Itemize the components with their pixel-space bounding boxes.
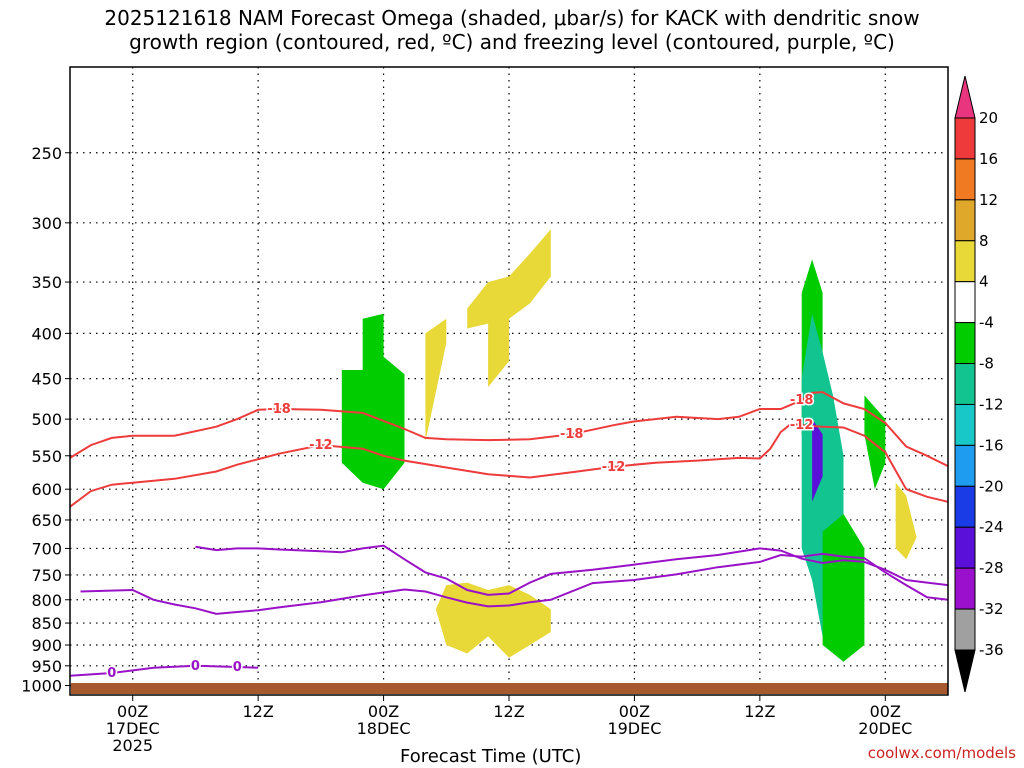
y-tick-label-700: 700 — [31, 539, 62, 558]
y-tick-label-850: 850 — [31, 614, 62, 633]
colorbar-label: 20 — [979, 109, 998, 127]
colorbar-top-arrow — [954, 75, 976, 119]
colorbar-swatch-5 — [954, 322, 976, 365]
x-tick-label: 12Z — [493, 702, 524, 721]
y-tick-label-500: 500 — [31, 410, 62, 429]
chart-title: 2025121618 NAM Forecast Omega (shaded, μ… — [0, 6, 1024, 54]
contour-line-0 — [69, 664, 259, 677]
omega-region-7 — [812, 419, 823, 502]
y-tick-label-550: 550 — [31, 447, 62, 466]
colorbar-swatch-11 — [954, 567, 976, 610]
y-tick-label-400: 400 — [31, 324, 62, 343]
colorbar-swatch-7 — [954, 403, 976, 446]
contour-label: -12 — [602, 460, 626, 475]
chart-title-line-1: 2025121618 NAM Forecast Omega (shaded, μ… — [104, 6, 920, 30]
y-tick-label-650: 650 — [31, 511, 62, 530]
x-axis-label: Forecast Time (UTC) — [400, 746, 582, 767]
contour-label: 0 — [233, 660, 242, 675]
contour-label: -18 — [790, 393, 814, 408]
colorbar-swatch-10 — [954, 526, 976, 569]
y-tick-label-600: 600 — [31, 480, 62, 499]
colorbar-label: 4 — [979, 273, 989, 291]
y-tick-label-900: 900 — [31, 636, 62, 655]
colorbar-swatch-1 — [954, 158, 976, 201]
y-tick-label-450: 450 — [31, 370, 62, 389]
omega-region-6 — [801, 313, 865, 654]
omega-region-0 — [341, 313, 405, 490]
y-tick-label-1000: 1000 — [21, 677, 62, 696]
x-tick-label: 00Z — [619, 702, 650, 721]
omega-region-8 — [822, 514, 865, 662]
y-tick-label-750: 750 — [31, 566, 62, 585]
contour-label: -12 — [790, 418, 814, 433]
x-tick-label: 00Z — [117, 702, 148, 721]
colorbar-swatch-8 — [954, 444, 976, 487]
colorbar-bottom-arrow — [954, 649, 976, 693]
contour-label: 0 — [107, 666, 116, 681]
x-tick-label: 18DEC — [357, 719, 411, 738]
colorbar-label: -16 — [979, 436, 1004, 454]
contour-label: -18 — [267, 402, 291, 417]
colorbar-swatch-12 — [954, 608, 976, 651]
x-tick-label: 00Z — [368, 702, 399, 721]
chart-title-line-2: growth region (contoured, red, ºC) and f… — [129, 30, 895, 54]
colorbar-label: 8 — [979, 232, 989, 250]
colorbar-label: -32 — [979, 600, 1004, 618]
x-tick-label: 20DEC — [858, 719, 912, 738]
x-tick-label: 17DEC — [106, 719, 160, 738]
omega-region-10 — [895, 482, 917, 560]
colorbar-swatch-4 — [954, 281, 976, 324]
colorbar-label: -36 — [979, 641, 1004, 659]
omega-region-1 — [425, 318, 447, 442]
colorbar-swatch-2 — [954, 199, 976, 242]
y-tick-label-350: 350 — [31, 273, 62, 292]
colorbar-label: -4 — [979, 314, 994, 332]
contour-line-0b — [80, 552, 949, 615]
contour-label: -18 — [560, 427, 584, 442]
x-tick-label: 00Z — [870, 702, 901, 721]
colorbar-label: -8 — [979, 355, 994, 373]
contour-label: -12 — [309, 438, 333, 453]
colorbar-swatch-0 — [954, 117, 976, 160]
y-tick-label-250: 250 — [31, 144, 62, 163]
credit-link[interactable]: coolwx.com/models — [867, 744, 1016, 762]
colorbar-label: -28 — [979, 559, 1004, 577]
contour-line-0c — [195, 544, 949, 596]
contour-line--18 — [69, 391, 949, 467]
terrain-surface — [71, 683, 948, 694]
y-tick-label-800: 800 — [31, 591, 62, 610]
colorbar-label: 12 — [979, 191, 998, 209]
colorbar-label: -20 — [979, 477, 1004, 495]
x-tick-label: 12Z — [242, 702, 273, 721]
colorbar-label: -24 — [979, 518, 1004, 536]
colorbar-label: -12 — [979, 395, 1004, 413]
x-tick-label: 12Z — [744, 702, 775, 721]
contour-label: 0 — [191, 659, 200, 674]
y-tick-label-300: 300 — [31, 214, 62, 233]
omega-region-9 — [864, 395, 886, 490]
colorbar-label: 16 — [979, 150, 998, 168]
colorbar-swatch-6 — [954, 363, 976, 405]
colorbar-swatch-9 — [954, 485, 976, 528]
colorbar-swatch-3 — [954, 240, 976, 283]
contour-line--12 — [69, 422, 949, 508]
x-tick-label: 19DEC — [607, 719, 661, 738]
y-tick-label-950: 950 — [31, 657, 62, 676]
x-tick-label: 2025 — [112, 736, 153, 755]
omega-region-3 — [488, 292, 509, 388]
